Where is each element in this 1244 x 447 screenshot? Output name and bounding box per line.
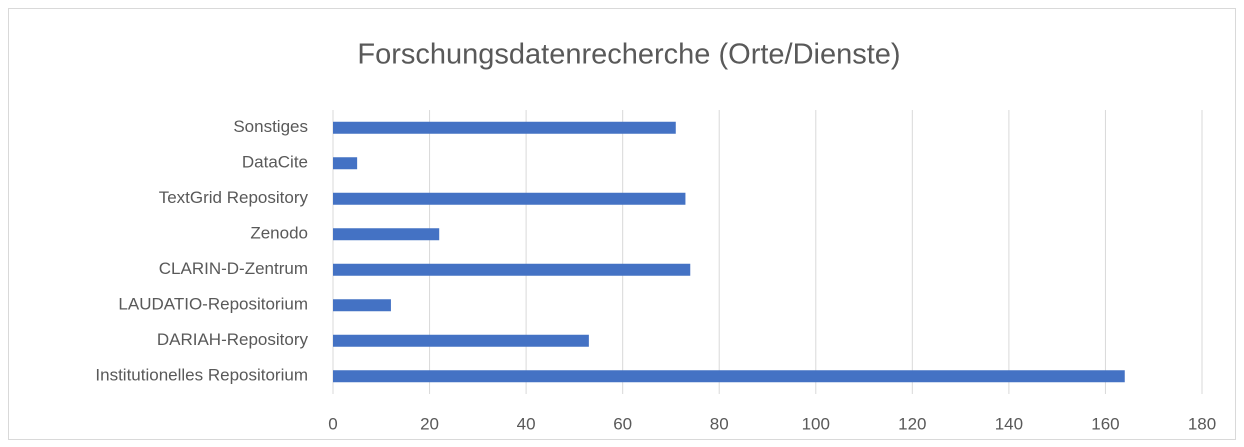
x-tick-label: 0 bbox=[328, 414, 337, 433]
bar bbox=[333, 157, 358, 170]
x-tick-label: 140 bbox=[995, 414, 1023, 433]
bar bbox=[333, 370, 1125, 383]
x-tick-label: 20 bbox=[420, 414, 439, 433]
y-tick-label: LAUDATIO-Repositorium bbox=[118, 295, 308, 314]
x-tick-label: 120 bbox=[898, 414, 926, 433]
chart-title: Forschungsdatenrecherche (Orte/Dienste) bbox=[357, 39, 900, 71]
x-tick-label: 160 bbox=[1091, 414, 1119, 433]
x-tick-label: 40 bbox=[517, 414, 536, 433]
x-tick-label: 180 bbox=[1188, 414, 1216, 433]
x-tick-label: 100 bbox=[802, 414, 830, 433]
bar bbox=[333, 228, 440, 241]
y-tick-label: Zenodo bbox=[250, 224, 308, 243]
y-tick-label: CLARIN-D-Zentrum bbox=[159, 259, 308, 278]
y-tick-label: DARIAH-Repository bbox=[157, 330, 309, 349]
x-tick-label: 60 bbox=[613, 414, 632, 433]
y-tick-label: Institutionelles Repositorium bbox=[95, 366, 308, 385]
y-tick-label: DataCite bbox=[242, 153, 308, 172]
y-tick-label: TextGrid Repository bbox=[159, 188, 309, 207]
bar bbox=[333, 192, 686, 205]
x-tick-label: 80 bbox=[710, 414, 729, 433]
bar bbox=[333, 299, 391, 312]
y-tick-label: Sonstiges bbox=[233, 117, 308, 136]
bar bbox=[333, 121, 676, 134]
bar bbox=[333, 334, 589, 347]
chart-border bbox=[8, 8, 1236, 440]
bar bbox=[333, 263, 691, 276]
